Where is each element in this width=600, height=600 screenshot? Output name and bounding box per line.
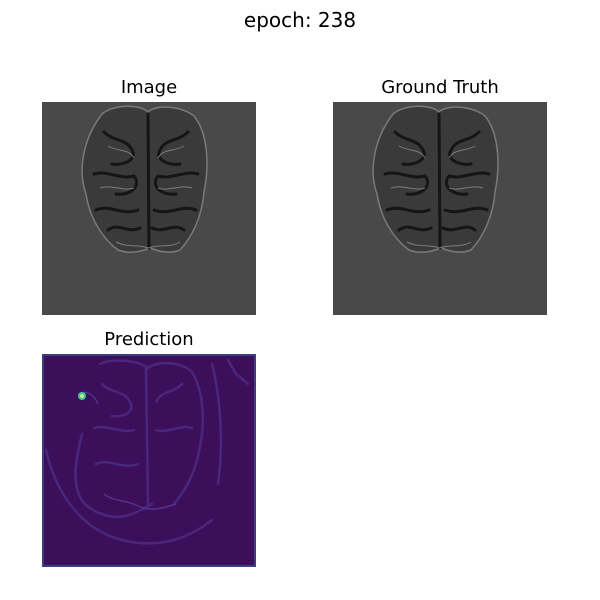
brain-tissue	[81, 105, 208, 253]
image-panel	[42, 102, 256, 315]
ground-truth-image	[333, 102, 547, 315]
prediction-panel-title: Prediction	[104, 329, 194, 350]
ground-truth-panel	[333, 102, 547, 315]
figure-title: epoch: 238	[243, 8, 357, 32]
brain-gyri	[92, 112, 200, 250]
brain-tissue	[372, 105, 499, 253]
prediction-structures	[44, 358, 250, 545]
brain-highlights	[390, 145, 484, 249]
prediction-panel	[42, 354, 256, 567]
ground-truth-panel-title: Ground Truth	[381, 77, 499, 98]
prediction-edge	[42, 354, 256, 567]
image-panel-title: Image	[120, 77, 178, 98]
brain-slice-image	[42, 102, 256, 315]
prediction-heatmap	[42, 354, 256, 567]
brain-highlights	[99, 145, 193, 249]
brain-gyri	[383, 112, 491, 250]
